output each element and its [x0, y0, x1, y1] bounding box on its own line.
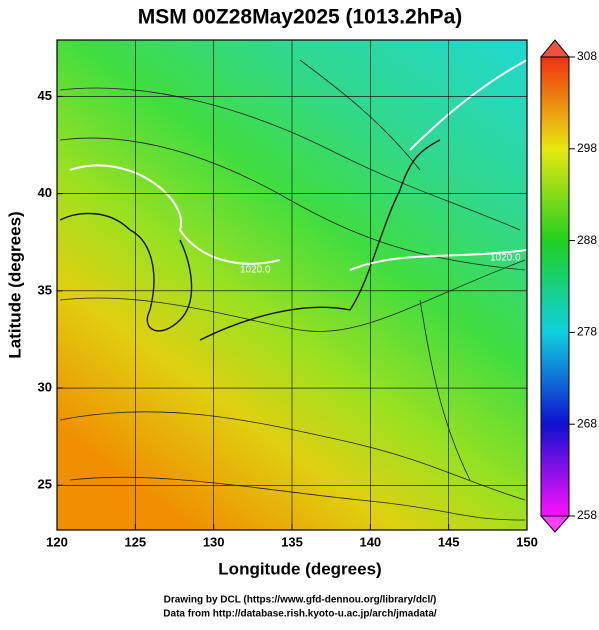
x-tick-label: 145	[438, 534, 460, 549]
y-tick-label: 45	[38, 88, 52, 103]
contour-label: 1020.0	[240, 265, 271, 276]
y-tick-label: 35	[38, 282, 52, 297]
colorbar	[540, 56, 570, 517]
coastline	[59, 139, 441, 341]
x-axis-label: Longitude (degrees)	[218, 559, 381, 578]
x-tick-label: 120	[46, 534, 68, 549]
x-tick-label: 140	[359, 534, 381, 549]
x-tick-label: 135	[281, 534, 303, 549]
contour-label: 1020.0	[490, 253, 521, 264]
y-axis-label: Latitude (degrees)	[5, 211, 24, 358]
y-tick-label: 30	[38, 379, 52, 394]
colorbar-tick-label: 308	[577, 49, 597, 63]
colorbar-min-arrow	[539, 515, 571, 533]
title: MSM 00Z28May2025 (1013.2hPa)	[138, 6, 463, 29]
y-tick-label: 25	[38, 477, 52, 492]
x-tick-label: 150	[516, 534, 538, 549]
colorbar-tick-label: 258	[577, 508, 597, 522]
colorbar-tick-label: 288	[577, 233, 597, 247]
credit: Data from http://database.rish.kyoto-u.a…	[163, 609, 437, 620]
isobars	[69, 59, 527, 271]
colorbar-tick-label: 278	[577, 325, 597, 339]
credit: Drawing by DCL (https://www.gfd-dennou.o…	[164, 595, 437, 606]
colorbar-tick-label: 268	[577, 416, 597, 430]
axes: 120 125 130 135 140 145 150 25 30 35 40 45 258 268 278…	[38, 49, 598, 549]
streamlines	[59, 59, 526, 521]
x-tick-label: 130	[203, 534, 225, 549]
grid	[57, 40, 527, 530]
colorbar-max-arrow	[539, 39, 571, 58]
y-tick-label: 40	[38, 185, 52, 200]
x-tick-label: 125	[124, 534, 146, 549]
colorbar-tick-label: 298	[577, 141, 597, 155]
map-field: 1020.0 1020.0	[57, 40, 527, 530]
